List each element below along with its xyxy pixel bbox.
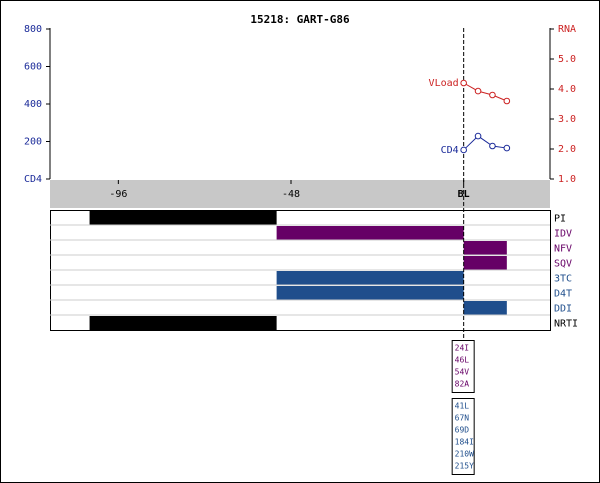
y-tick-label: 400 [24,99,42,110]
treatment-bar [276,286,464,300]
mutation-box [451,340,475,393]
treatment-label: 3TC [554,274,572,285]
mutation-label: 69D [455,426,470,435]
y2-tick-label: 1.0 [558,174,576,185]
mutation-label: 46L [455,356,470,365]
x-axis-band [50,180,550,208]
mutation-label: 67N [455,414,470,423]
mutation-box [451,398,475,475]
mutation-label: 82A [455,380,470,389]
treatment-bar [89,211,277,225]
y2-tick-label: 2.0 [558,144,576,155]
treatment-bar [463,256,507,270]
mutation-label: 184I [455,438,474,447]
series-line [463,82,508,102]
point [503,97,511,105]
x-tick-label: BL [458,189,470,200]
mutation-label: 54V [455,368,470,377]
treatment-label: NFV [554,244,572,255]
treatment-bar [276,226,464,240]
y2-tick-label: 4.0 [558,84,576,95]
treatment-label: PI [554,214,566,225]
point [460,79,467,87]
treatment-label: DDI [554,304,572,315]
treatment-bar [463,241,507,255]
series-label: CD4 [441,145,459,156]
mutation-label: 24I [455,344,470,353]
y-tick-label: 600 [24,62,42,73]
treatment-label: D4T [554,289,572,300]
y2-tick-label: RNA [558,24,576,35]
series-label: VLoad [429,78,459,89]
treatment-bar [89,316,277,330]
y2-tick-label: 3.0 [558,114,576,125]
y-tick-label: CD4 [24,174,42,185]
treatment-bar [463,301,507,315]
mutation-label: 41L [455,402,470,411]
point [474,132,482,140]
chart-title: 15218: GART-G86 [250,13,350,26]
mutation-label: 215Y [455,462,474,471]
y2-tick-label: 5.0 [558,54,576,65]
series-line [463,135,507,151]
y-tick-label: 800 [24,24,42,35]
point [503,144,511,152]
treatment-label: SQV [554,259,572,270]
x-tick-label: -96 [109,189,127,200]
treatment-label: IDV [554,229,572,240]
y-tick-label: 200 [24,137,42,148]
treatment-bar [276,271,464,285]
point [489,142,496,150]
treatment-label: NRTI [554,319,578,330]
point [460,146,467,154]
point [474,87,482,95]
mutation-label: 210W [455,450,474,459]
point [489,91,496,99]
x-tick-label: -48 [282,189,300,200]
